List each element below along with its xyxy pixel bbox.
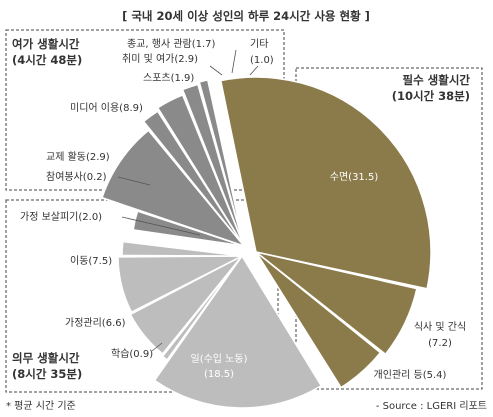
- lead-care: [121, 216, 201, 236]
- pie-slice-essential-0: [219, 76, 432, 290]
- label-work-name: 일(수입 노동): [191, 352, 248, 365]
- essential-group-name: 필수 생활시간: [403, 73, 471, 87]
- label-hobby: 취미 및 여가(2.9): [122, 53, 198, 65]
- leisure-group-name: 여가 생활시간: [12, 37, 80, 51]
- lead-religion: [231, 49, 237, 74]
- label-etc-value: (1.0): [250, 55, 274, 66]
- label-meal-name: 식사 및 간식: [414, 321, 466, 333]
- lead-hobby: [209, 65, 223, 76]
- pie-slice-leisure-5: [181, 83, 245, 247]
- pie-slice-obligatory-0: [153, 254, 323, 409]
- chart-title: [ 국내 20세 이상 성인의 하루 24시간 사용 현황 ]: [122, 9, 370, 23]
- label-study: 학습(0.9): [111, 348, 153, 360]
- label-participation: 참여봉사(0.2): [46, 171, 107, 183]
- label-sleep: 수면(31.5): [330, 171, 379, 183]
- lead-study: [151, 342, 163, 352]
- label-personal: 개인관리 등(5.4): [374, 369, 447, 381]
- pie-slice-leisure-4: [156, 94, 245, 247]
- pie-slice-essential-1: [255, 251, 418, 356]
- lead-etc: [249, 65, 259, 76]
- obligatory-group-total: (8시간 35분): [12, 367, 82, 381]
- pie-slice-essential-2: [255, 251, 382, 389]
- lead-participation: [117, 176, 151, 186]
- label-social: 교제 활동(2.9): [46, 150, 110, 163]
- footnote: * 평균 시간 기준: [6, 400, 76, 412]
- label-care: 가정 보살피기(2.0): [20, 211, 102, 223]
- pie-slice-leisure-3: [142, 110, 245, 247]
- pie-slice-leisure-2: [101, 129, 247, 248]
- pie-slice-obligatory-2: [129, 255, 243, 355]
- obligatory-group-name: 의무 생활시간: [12, 351, 80, 365]
- slice-labels: 참여봉사(0.2) 교제 활동(2.9) 미디어 이용(8.9) 스포츠(1.9) 취미…: [20, 37, 466, 381]
- essential-group-box: [295, 67, 483, 390]
- label-housework: 가정관리(6.6): [65, 317, 126, 329]
- pie-slices: [101, 76, 432, 409]
- label-sports: 스포츠(1.9): [143, 72, 194, 84]
- label-media: 미디어 이용(8.9): [70, 102, 143, 114]
- pie-slice-obligatory-3: [117, 255, 243, 314]
- label-work-value: (18.5): [204, 369, 234, 380]
- pie-slice-obligatory-1: [161, 255, 243, 361]
- label-etc-name: 기타: [250, 38, 268, 50]
- source-note: - Source : LGERI 리포트: [376, 400, 487, 412]
- label-religion: 종교, 행사 관람(1.7): [127, 37, 216, 50]
- pie-slice-leisure-6: [198, 79, 245, 247]
- label-meal-value: (7.2): [428, 338, 452, 349]
- pie-slice-obligatory-4: [121, 240, 243, 257]
- leisure-group-total: (4시간 48분): [12, 53, 82, 67]
- essential-group-total: (10시간 38분): [392, 89, 470, 103]
- label-commute: 이동(7.5): [70, 255, 112, 267]
